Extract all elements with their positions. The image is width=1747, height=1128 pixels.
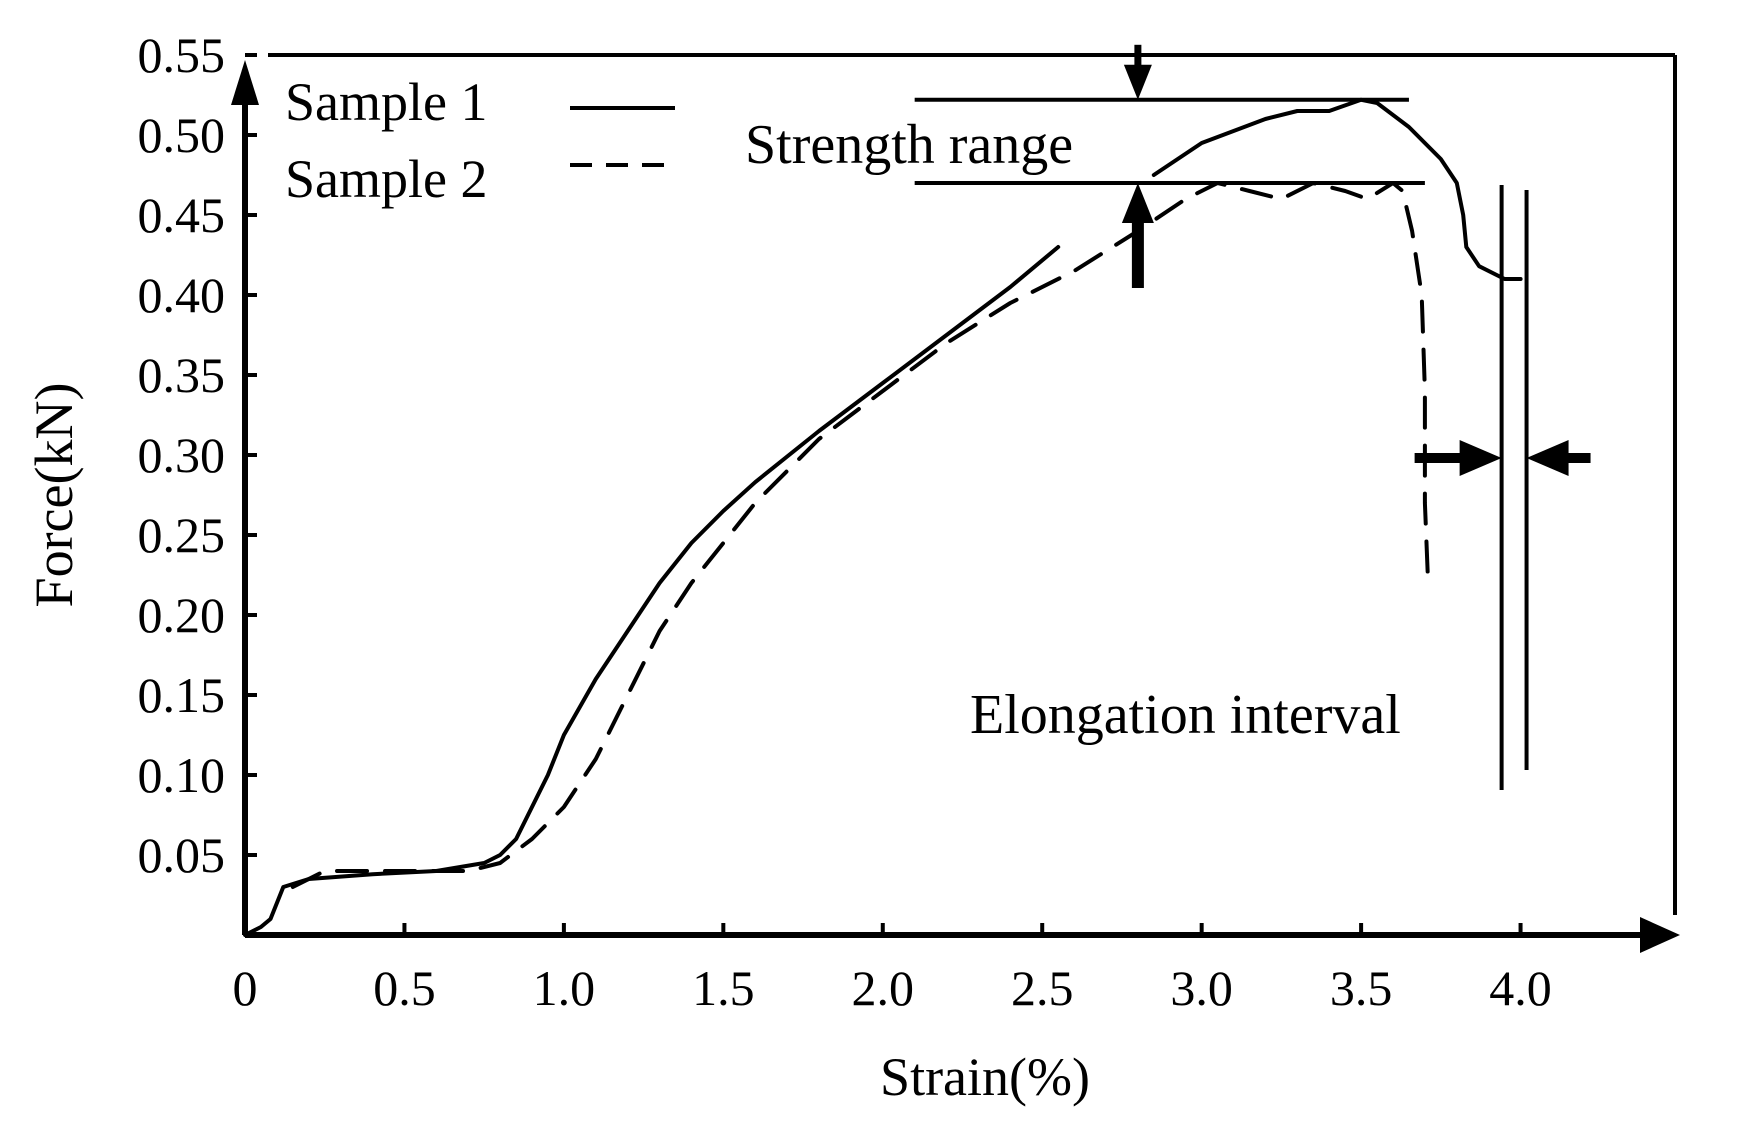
elongation-interval-label: Elongation interval xyxy=(970,684,1401,746)
y-axis-arrow xyxy=(231,60,259,105)
y-tick-label: 0.05 xyxy=(138,827,226,883)
y-axis-label: Force(kN) xyxy=(24,383,84,608)
series-layer xyxy=(243,97,1523,937)
strength-arrow-up-head xyxy=(1121,183,1154,223)
y-tick-label: 0.15 xyxy=(138,667,226,723)
x-axis-arrow xyxy=(1640,917,1680,953)
x-tick-label: 3.0 xyxy=(1170,960,1233,1016)
x-tick-label: 0.5 xyxy=(373,960,436,1016)
series-line-sample-1-1 xyxy=(1151,97,1523,281)
x-tick-label: 4.0 xyxy=(1489,960,1552,1016)
y-tick-label: 0.20 xyxy=(138,587,226,643)
strength-range-label: Strength range xyxy=(745,114,1073,176)
y-tick-label: 0.55 xyxy=(138,27,226,83)
y-tick-label: 0.10 xyxy=(138,747,226,803)
x-tick-label: 2.5 xyxy=(1011,960,1074,1016)
x-axis-ticks: 0 0.5 1.0 1.5 2.0 2.5 3.0 3.5 4.0 xyxy=(233,923,1552,1016)
elongation-arrow-left-head xyxy=(1526,440,1569,476)
y-tick-label: 0.50 xyxy=(138,107,226,163)
x-tick-label: 1.5 xyxy=(692,960,755,1016)
strength-arrow-down-head xyxy=(1123,64,1152,100)
legend: Sample 1 Sample 2 xyxy=(285,72,675,209)
x-tick-label: 3.5 xyxy=(1330,960,1393,1016)
y-tick-label: 0.30 xyxy=(138,427,226,483)
y-axis-ticks: 0.05 0.10 0.15 0.20 0.25 0.30 0.35 0.40 0.45 0.50… xyxy=(138,27,257,883)
annotation-layer xyxy=(914,44,1591,790)
x-tick-label: 2.0 xyxy=(852,960,915,1016)
y-tick-label: 0.40 xyxy=(138,267,226,323)
x-tick-label: 0 xyxy=(233,960,258,1016)
y-tick-label: 0.45 xyxy=(138,187,226,243)
y-tick-label: 0.35 xyxy=(138,347,226,403)
legend-label-sample-1: Sample 1 xyxy=(285,72,487,132)
series-line-sample-2-2 xyxy=(290,181,1431,889)
y-tick-label: 0.25 xyxy=(138,507,226,563)
legend-label-sample-2: Sample 2 xyxy=(285,149,487,209)
series-line-sample-1-0 xyxy=(243,245,1061,937)
x-axis-label: Strain(%) xyxy=(880,1047,1090,1107)
x-tick-label: 1.0 xyxy=(533,960,596,1016)
elongation-arrow-right-head xyxy=(1459,440,1502,476)
